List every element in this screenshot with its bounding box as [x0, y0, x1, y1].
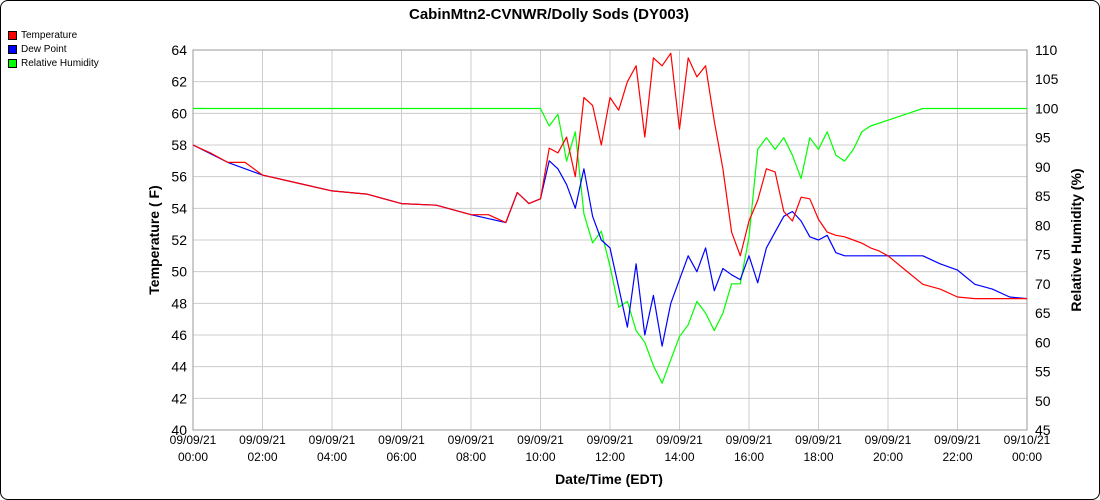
grid [192, 49, 1028, 431]
x-tick-label-time: 00:00 [1012, 450, 1042, 464]
x-tick-label-date: 09/09/21 [656, 433, 703, 447]
temperature-swatch [8, 30, 17, 40]
x-tick-label-time: 20:00 [873, 450, 903, 464]
legend-label-temperature: Temperature [21, 29, 78, 41]
legend-label-relative-humidity: Relative Humidity [21, 57, 99, 69]
x-tick-label-date: 09/09/21 [865, 433, 912, 447]
x-tick-label-date: 09/09/21 [587, 433, 634, 447]
y-axis-right-ticks: 45 50 55 60 65 70 75 80 85 90 95 100 105 110 [1035, 42, 1059, 438]
y-right-tick-label: 110 [1035, 42, 1058, 58]
y-left-tick-label: 56 [171, 169, 187, 185]
x-tick-label-time: 14:00 [664, 450, 694, 464]
x-tick-label-date: 09/09/21 [239, 433, 286, 447]
x-tick-label-time: 08:00 [456, 450, 486, 464]
plot-frame [192, 49, 1028, 431]
x-tick-label-date: 09/09/21 [517, 433, 564, 447]
y-right-tick-label: 70 [1035, 276, 1051, 292]
x-tick-label-date: 09/09/21 [378, 433, 425, 447]
y-axis-left-ticks: 40 42 44 46 48 50 52 54 56 58 60 62 64 [171, 42, 187, 438]
x-tick-label-date: 09/09/21 [795, 433, 842, 447]
y-right-tick-label: 55 [1035, 364, 1051, 380]
y-left-tick-label: 58 [171, 137, 187, 153]
x-tick-label-date: 09/10/21 [1004, 433, 1051, 447]
series-line-temperature [192, 52, 1027, 300]
relative-humidity-swatch [8, 58, 17, 68]
x-tick-label-time: 16:00 [734, 450, 764, 464]
y-axis-left-label: Temperature ( F) [146, 185, 162, 294]
y-right-tick-label: 95 [1035, 130, 1051, 146]
x-tick-label-date: 09/09/21 [934, 433, 981, 447]
dew-point-swatch [8, 44, 17, 54]
x-tick-label-time: 00:00 [178, 450, 208, 464]
y-right-tick-label: 45 [1035, 422, 1051, 438]
y-left-tick-label: 40 [171, 422, 187, 438]
series-layer [192, 52, 1028, 384]
x-tick-label-time: 10:00 [525, 450, 555, 464]
y-left-tick-label: 44 [171, 359, 187, 375]
y-right-tick-label: 90 [1035, 159, 1051, 175]
y-axis-right-label: Relative Humidity (%) [1068, 168, 1084, 311]
x-tick-label-time: 04:00 [317, 450, 347, 464]
y-left-tick-label: 64 [171, 42, 187, 58]
x-axis-ticks: 09/09/21 00:00 09/09/21 02:00 09/09/21 04:00 0… [170, 433, 1051, 464]
y-right-tick-label: 50 [1035, 393, 1051, 409]
legend: Temperature Dew Point Relative Humidity [8, 28, 99, 70]
chart-title: CabinMtn2-CVNWR/Dolly Sods (DY003) [409, 6, 689, 23]
y-right-tick-label: 75 [1035, 247, 1051, 263]
y-right-tick-label: 85 [1035, 188, 1051, 204]
legend-item-temperature[interactable]: Temperature [8, 28, 99, 42]
x-tick-label-time: 12:00 [595, 450, 625, 464]
x-tick-label-date: 09/09/21 [309, 433, 356, 447]
x-tick-label-date: 09/09/21 [448, 433, 495, 447]
x-tick-label-time: 02:00 [247, 450, 277, 464]
series-line-relative-humidity [193, 107, 1027, 384]
x-tick-label-time: 22:00 [942, 450, 972, 464]
y-left-tick-label: 54 [171, 200, 187, 216]
y-right-tick-label: 80 [1035, 217, 1051, 233]
x-tick-label-date: 09/09/21 [170, 433, 217, 447]
y-left-tick-label: 60 [171, 105, 187, 121]
y-left-tick-label: 42 [171, 390, 187, 406]
x-axis-label: Date/Time (EDT) [555, 471, 663, 487]
y-left-tick-label: 50 [171, 264, 187, 280]
y-left-tick-label: 46 [171, 327, 187, 343]
y-right-tick-label: 105 [1035, 71, 1059, 87]
legend-label-dew-point: Dew Point [21, 43, 67, 55]
x-tick-label-time: 18:00 [803, 450, 833, 464]
x-tick-label-date: 09/09/21 [726, 433, 773, 447]
x-tick-label-time: 06:00 [386, 450, 416, 464]
y-left-tick-label: 62 [171, 74, 187, 90]
y-left-tick-label: 52 [171, 232, 187, 248]
y-left-tick-label: 48 [171, 295, 187, 311]
plot-border [192, 49, 1028, 431]
legend-item-relative-humidity[interactable]: Relative Humidity [8, 56, 99, 70]
y-right-tick-label: 60 [1035, 334, 1051, 350]
legend-item-dew-point[interactable]: Dew Point [8, 42, 99, 56]
y-right-tick-label: 65 [1035, 305, 1051, 321]
y-right-tick-label: 100 [1035, 100, 1059, 116]
